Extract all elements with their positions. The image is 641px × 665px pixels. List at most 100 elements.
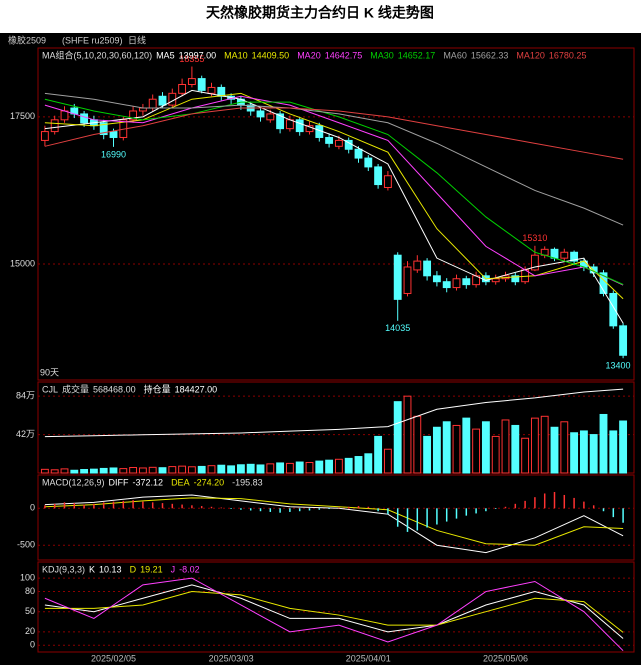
- candle-body: [40, 131, 49, 141]
- candle-body: [109, 131, 118, 138]
- series-line: [44, 107, 624, 160]
- period-label: 90天: [40, 367, 59, 377]
- legend-name: 成交量: [62, 383, 89, 394]
- legend-name: J: [171, 564, 176, 574]
- volume-bar: [99, 467, 108, 474]
- candle-body: [619, 325, 628, 356]
- volume-bar: [589, 434, 598, 474]
- y-tick-label: 0: [30, 640, 35, 650]
- volume-bar: [354, 456, 363, 474]
- series-line: [44, 584, 624, 639]
- candle-body: [609, 292, 618, 327]
- candle-body: [80, 113, 89, 124]
- volume-bar: [619, 420, 628, 474]
- volume-bar: [256, 464, 265, 474]
- candle-body: [266, 113, 275, 121]
- legend-name: MA30: [370, 50, 394, 60]
- volume-bar: [452, 424, 461, 474]
- high-label: 18355: [179, 54, 204, 64]
- candle-body: [187, 78, 196, 85]
- volume-bar: [276, 462, 285, 474]
- candle-body: [462, 278, 471, 286]
- volume-bar: [334, 458, 343, 474]
- volume-bar: [374, 435, 383, 474]
- volume-bar: [207, 465, 216, 474]
- series-line: [44, 92, 624, 226]
- candle-body: [276, 113, 285, 130]
- volume-bar: [109, 467, 118, 474]
- volume-bar: [266, 463, 275, 474]
- symbol: 橡胶2509: [8, 34, 46, 45]
- y-tick-label: 50: [25, 606, 35, 616]
- volume-bar: [89, 468, 98, 474]
- candle-body: [491, 278, 500, 283]
- candle-body: [148, 98, 157, 109]
- legend-name: MA20: [297, 50, 321, 60]
- legend-name: MA120: [516, 50, 545, 60]
- legend-title: KDJ(9,3,3): [42, 564, 85, 574]
- candle-body: [256, 110, 265, 118]
- series-line: [44, 497, 624, 546]
- volume-bar: [138, 467, 147, 474]
- volume-bar: [501, 419, 510, 474]
- volume-bar: [246, 463, 255, 474]
- legend-value: 19.21: [140, 564, 163, 574]
- legend-value: -274.20: [194, 477, 225, 487]
- legend-value: 568468.00: [93, 384, 136, 394]
- volume-bar: [403, 395, 412, 474]
- volume-bar: [481, 421, 490, 474]
- legend-name: DIFF: [109, 477, 129, 487]
- candle-body: [570, 251, 579, 262]
- legend-value: 14652.17: [398, 50, 436, 60]
- volume-bar: [295, 461, 304, 474]
- legend-value: -372.12: [133, 477, 164, 487]
- candle-body: [423, 260, 432, 277]
- volume-bar: [344, 457, 353, 474]
- legend-name: MA5: [156, 50, 175, 60]
- series-line: [44, 577, 624, 652]
- series-line: [44, 494, 624, 554]
- y-tick-label: 84万: [16, 391, 35, 401]
- legend-value: 16780.25: [549, 50, 587, 60]
- volume-bar: [119, 468, 128, 474]
- legend-name: D: [130, 564, 137, 574]
- candle-body: [129, 110, 138, 121]
- legend-name: MA60: [443, 50, 467, 60]
- x-tick-label: 2025/05/06: [483, 653, 528, 663]
- volume-bar: [530, 417, 539, 474]
- series-line: [44, 388, 624, 438]
- series-line: [44, 591, 624, 633]
- x-tick-label: 2025/04/01: [346, 653, 391, 663]
- volume-bar: [550, 426, 559, 474]
- legend-name: K: [89, 564, 95, 574]
- legend-value: 10.13: [99, 564, 122, 574]
- volume-bar: [462, 417, 471, 474]
- series-line: [44, 95, 624, 286]
- panel-frame: [37, 474, 635, 561]
- legend-name: 持仓量: [144, 383, 171, 394]
- volume-bar: [80, 469, 89, 474]
- volume-bar: [364, 453, 373, 474]
- y-tick-label: 20: [25, 626, 35, 636]
- volume-bar: [158, 467, 167, 474]
- candle-body: [197, 78, 206, 91]
- x-tick-label: 2025/02/05: [91, 653, 136, 663]
- series-line: [44, 89, 624, 324]
- y-tick-label: 0: [30, 503, 35, 513]
- volume-bar: [570, 432, 579, 474]
- volume-bar: [50, 469, 59, 474]
- volume-bar: [305, 461, 314, 474]
- volume-bar: [472, 428, 481, 474]
- volume-bar: [442, 421, 451, 474]
- candle-body: [403, 266, 412, 294]
- legend-value: 14409.50: [252, 50, 290, 60]
- volume-bar: [40, 468, 49, 474]
- volume-bar: [423, 435, 432, 474]
- high-label: 15310: [522, 233, 547, 243]
- volume-bar: [413, 415, 422, 474]
- volume-bar: [383, 448, 392, 474]
- low-label: 16990: [101, 149, 126, 159]
- volume-bar: [325, 459, 334, 474]
